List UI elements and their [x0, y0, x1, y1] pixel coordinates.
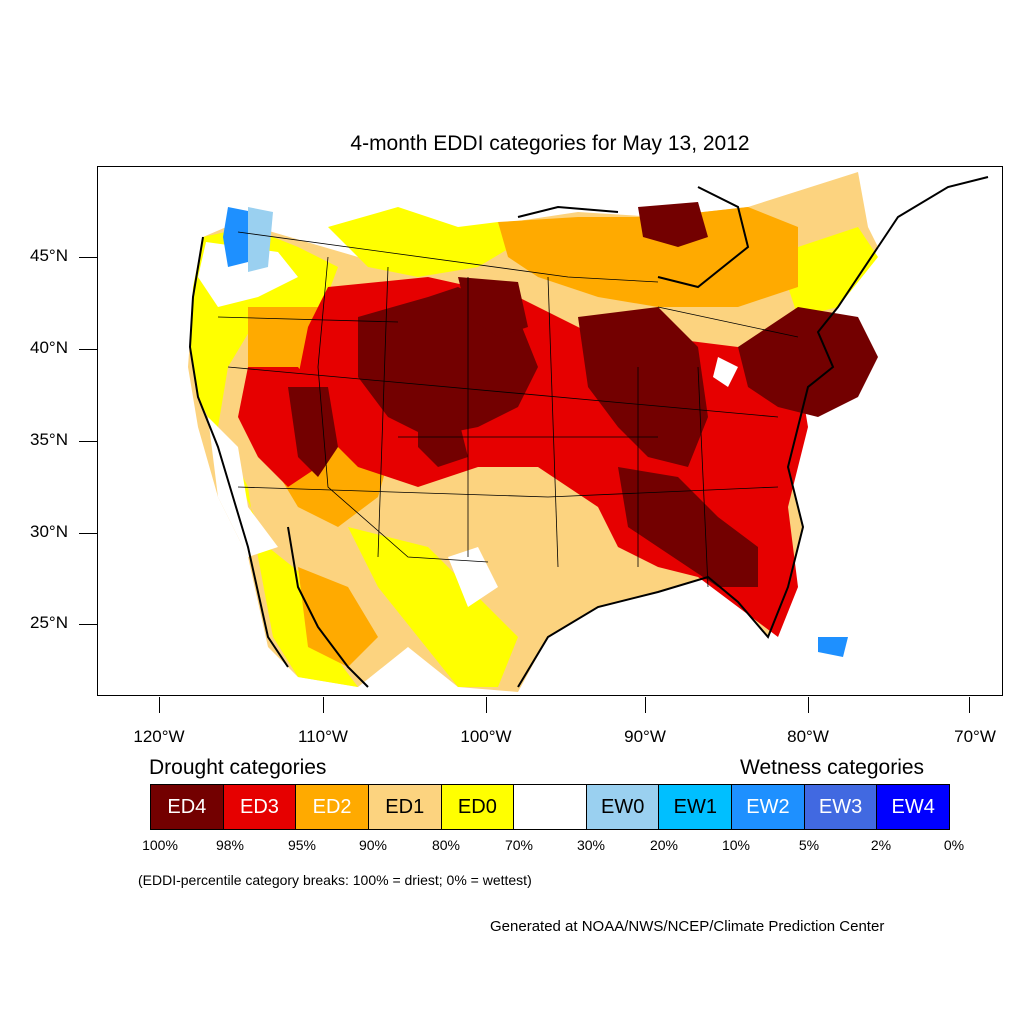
legend-ed0: ED0	[441, 785, 515, 829]
coastlines	[188, 176, 989, 688]
lon-tick-110	[323, 697, 324, 713]
ed0-north	[328, 207, 528, 277]
legend-ed3: ED3	[223, 785, 297, 829]
lat-label-30: 30°N	[30, 522, 68, 541]
lon-tick-100	[486, 697, 487, 713]
percentile-break-label: 10%	[721, 837, 751, 853]
ed4-midwest	[578, 307, 708, 467]
state-borders	[217, 231, 799, 588]
legend-ew3: EW3	[804, 785, 878, 829]
lon-label-70: 70°W	[954, 727, 996, 746]
lat-label-40: 40°N	[30, 338, 68, 357]
eddi-map	[188, 172, 989, 692]
percentile-break-label: 30%	[576, 837, 606, 853]
legend-normal	[514, 785, 587, 829]
ew-bahamas	[818, 637, 848, 657]
wetness-categories-heading: Wetness categories	[740, 756, 925, 779]
percentile-break-label: 98%	[215, 837, 245, 853]
legend-ed2: ED2	[296, 785, 369, 829]
lon-label-110: 110°W	[298, 727, 348, 746]
lon-label-100: 100°W	[460, 727, 512, 746]
legend-color-bar: ED4 ED3 ED2 ED1 ED0 EW0 EW1 EW2 EW3 EW4	[150, 784, 950, 830]
lat-label-45: 45°N	[30, 246, 68, 265]
legend-ed1: ED1	[368, 785, 442, 829]
legend-ew4: EW4	[877, 785, 950, 829]
normal-great-lakes	[713, 357, 738, 387]
legend-ew0: EW0	[586, 785, 660, 829]
percentile-break-label: 2%	[870, 837, 892, 853]
ed4-southeast	[618, 467, 758, 587]
percentile-break-label: 80%	[431, 837, 461, 853]
lat-tick-25	[79, 624, 97, 625]
lat-tick-45	[79, 257, 97, 258]
lon-tick-70	[969, 697, 970, 713]
lat-label-25: 25°N	[30, 613, 68, 632]
ed0-west	[190, 227, 358, 687]
ew-pacific-northwest	[223, 207, 253, 267]
percentile-break-label: 95%	[287, 837, 317, 853]
lon-tick-90	[645, 697, 646, 713]
lat-tick-35	[79, 441, 97, 442]
ed4-dakotas	[458, 277, 528, 337]
ed4-colorado	[418, 417, 468, 467]
ed4-michigan	[638, 202, 708, 247]
map-panel	[97, 166, 1003, 696]
map-title: 4-month EDDI categories for May 13, 2012	[350, 132, 750, 155]
legend-ew2: EW2	[732, 785, 805, 829]
lon-label-120: 120°W	[133, 727, 185, 746]
ed0-south	[348, 527, 518, 687]
percentile-break-label: 0%	[943, 837, 965, 853]
category-note: (EDDI-percentile category breaks: 100% =…	[138, 872, 532, 888]
percentile-break-label: 100%	[142, 837, 178, 853]
ed2-great-lakes	[498, 207, 798, 307]
ed0-northeast	[788, 227, 878, 317]
drought-categories-heading: Drought categories	[149, 756, 327, 779]
lat-tick-40	[79, 349, 97, 350]
percentile-break-label: 20%	[649, 837, 679, 853]
percentile-break-label: 5%	[798, 837, 820, 853]
percentile-break-label: 90%	[358, 837, 388, 853]
percentile-break-label: 70%	[504, 837, 534, 853]
legend-ed4: ED4	[151, 785, 224, 829]
legend-ew1: EW1	[659, 785, 733, 829]
ew0-pacific-northwest	[248, 207, 273, 272]
lat-tick-30	[79, 533, 97, 534]
ed2-mexico	[298, 567, 378, 667]
lon-tick-80	[808, 697, 809, 713]
lat-label-35: 35°N	[30, 430, 68, 449]
lon-label-90: 90°W	[624, 727, 666, 746]
ed4-northeast	[738, 307, 878, 417]
normal-northwest	[198, 242, 298, 307]
credit-line: Generated at NOAA/NWS/NCEP/Climate Predi…	[490, 918, 885, 935]
lon-tick-120	[159, 697, 160, 713]
lon-label-80: 80°W	[787, 727, 829, 746]
